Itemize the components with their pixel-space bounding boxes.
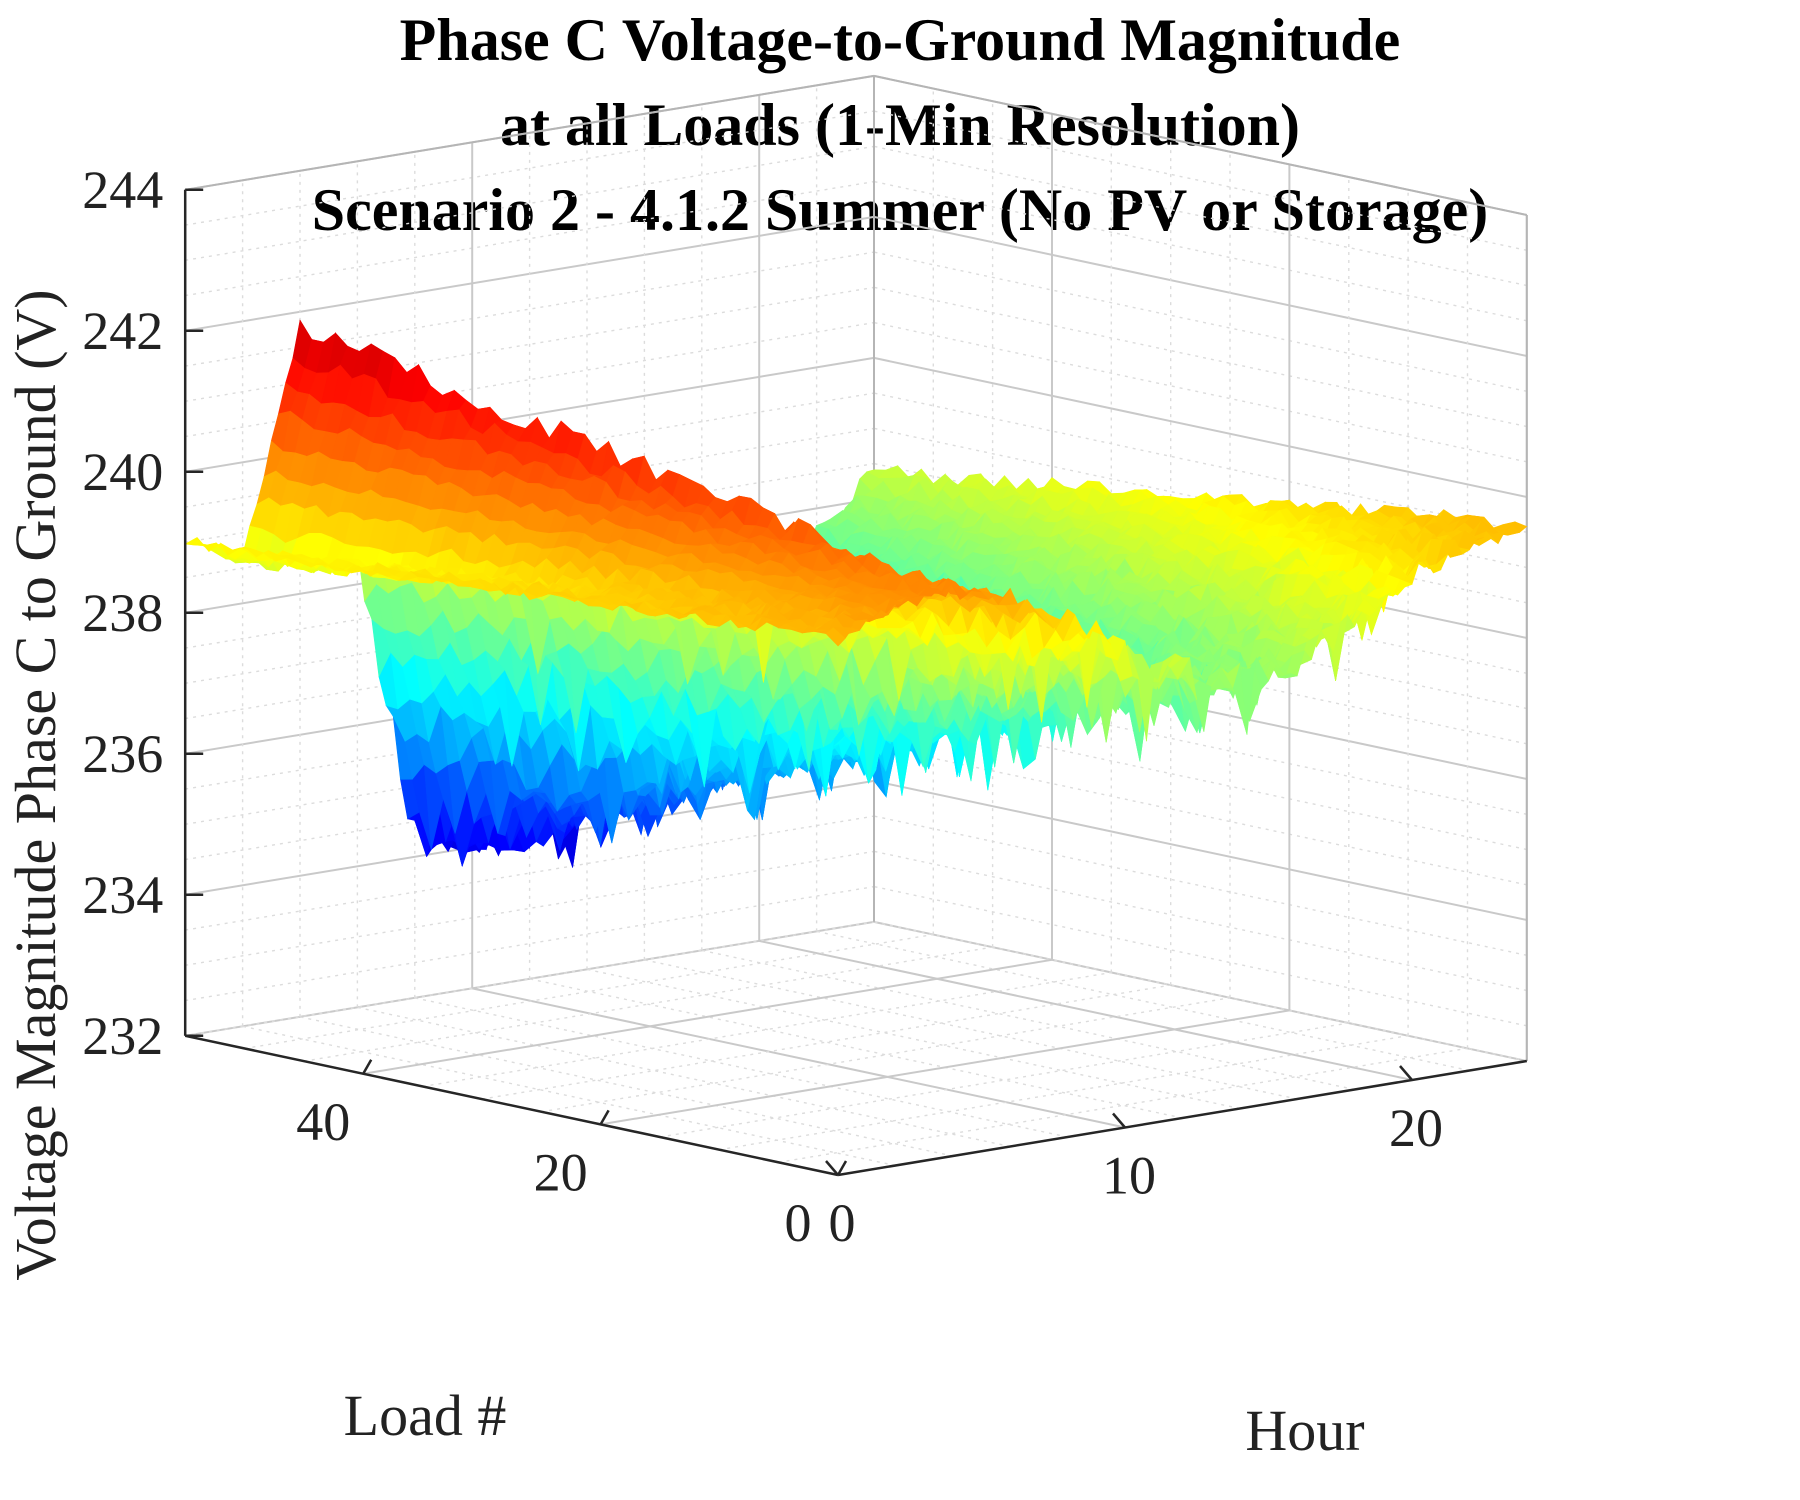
grid-line — [873, 321, 1527, 463]
grid-line — [873, 215, 1528, 357]
grid-line — [873, 920, 1528, 1062]
surface-layer — [184, 319, 1528, 868]
grid-line — [185, 145, 875, 261]
grid-line — [873, 286, 1527, 428]
box-edge — [185, 74, 875, 191]
grid-line — [600, 1009, 1290, 1126]
grid-line — [363, 958, 1053, 1075]
chart-title-line-2: at all Loads (1-Min Resolution) — [499, 92, 1301, 158]
grid-line — [873, 815, 1527, 956]
grid-line — [758, 939, 1413, 1081]
grid-line — [185, 180, 875, 297]
box-edge — [873, 74, 1528, 216]
grid-line — [873, 180, 1527, 322]
grid-line — [873, 779, 1528, 921]
floor-pane — [185, 921, 1527, 1175]
grid-line — [873, 110, 1527, 251]
chart-title-line-3: Scenario 2 - 4.1.2 Summer (No PV or Stor… — [311, 177, 1489, 243]
grid-line — [185, 251, 875, 367]
grid-line — [873, 356, 1528, 498]
grid-line — [471, 987, 1126, 1129]
chart-title-line-1: Phase C Voltage-to-Ground Magnitude — [399, 7, 1401, 73]
grid-line — [873, 145, 1527, 287]
grid-line — [873, 251, 1527, 392]
